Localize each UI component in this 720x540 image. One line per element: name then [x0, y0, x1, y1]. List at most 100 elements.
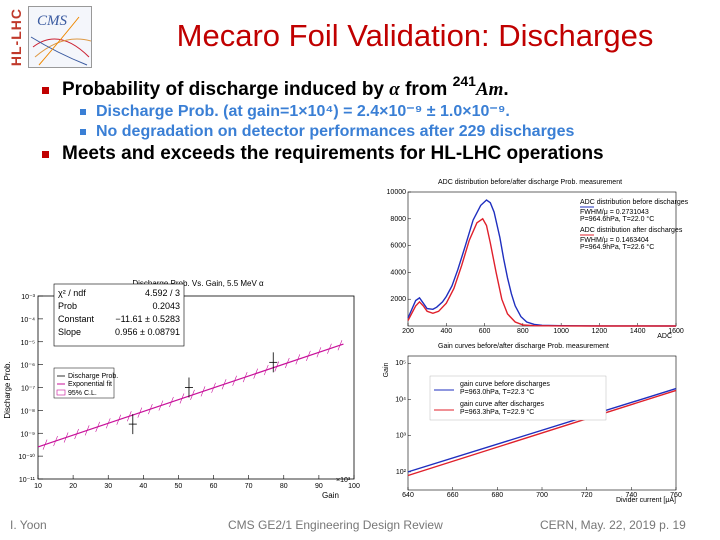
chart1-x-tick-label: 40 [139, 483, 147, 490]
sub-bullet-no-degradation: No degradation on detector performances … [38, 122, 708, 142]
chart1-cl-band-mark [232, 375, 237, 386]
chart1-cl-band-mark [327, 343, 332, 354]
chart3-ylabel: Gain [383, 363, 390, 378]
chart1-cl-band-mark [253, 368, 258, 379]
bullet-list: Probability of discharge induced by α fr… [38, 73, 708, 166]
chart1-legend: Discharge Prob. Exponential fit 95% C.L. [53, 367, 118, 399]
chart3-x-tick-label: 640 [402, 492, 414, 499]
chart1-cl-band-mark [263, 364, 269, 376]
chart1-xlabel: Gain [322, 491, 339, 500]
stat-label-slope: Slope [58, 327, 81, 337]
discharge-probability-chart: Discharge Prob. Vs. Gain, 5.5 MeV α Disc… [3, 279, 360, 500]
stat-value-chi2: 4.592 / 3 [145, 288, 180, 298]
chart1-legend-cl: 95% C.L. [68, 390, 97, 397]
cms-logo-text: CMS [37, 13, 67, 29]
chart2-x-tick-label: 1600 [668, 328, 684, 335]
hl-lhc-logo-text: HL-LHC [8, 8, 24, 67]
chart3-y-tick-label: 10² [396, 469, 407, 476]
chart1-cl-band-mark [53, 435, 58, 447]
chart1-ylabel: Discharge Prob. [3, 361, 12, 418]
chart2-x-tick-label: 800 [517, 328, 529, 335]
chart1-fit-line [37, 343, 344, 448]
chart2-y-tick-label: 4000 [390, 269, 406, 276]
chart1-y-tick-label: 10⁻⁹ [21, 431, 35, 438]
slide-title: Mecaro Foil Validation: Discharges [176, 18, 654, 53]
chart1-legend-points: Discharge Prob. [68, 373, 118, 380]
chart2-x-tick-label: 1400 [630, 328, 646, 335]
stat-label-constant: Constant [58, 314, 95, 324]
footer-author: I. Yoon [10, 518, 47, 532]
chart3-y-tick-label: 10⁵ [395, 360, 406, 367]
chart3-series-after [407, 389, 677, 477]
chart1-x-tick-label: 60 [210, 483, 218, 490]
bullet-discharge-probability: Probability of discharge induced by α fr… [38, 73, 708, 102]
chart1-cl-band-mark [295, 354, 301, 365]
adc-distribution-chart: ADC distribution before/after discharge … [387, 179, 689, 340]
chart3-legend-before-env: P=963.0hPa, T=22.3 °C [460, 388, 534, 396]
chart1-cl-band-mark [285, 357, 290, 369]
chart1-cl-band-mark [316, 347, 322, 358]
chart1-cl-band-mark [95, 421, 100, 432]
chart2-legend-before-title: ADC distribution before discharges [580, 199, 689, 206]
gain-curves-chart: Gain curves before/after discharge Prob.… [383, 343, 682, 504]
chart1-cl-band-mark [105, 418, 111, 429]
chart1-y-tick-label: 10⁻⁶ [21, 363, 35, 370]
chart2-y-tick-label: 2000 [390, 296, 406, 303]
chart2-legend-after-title: ADC distribution after discharges [580, 227, 683, 234]
chart3-legend: gain curve before discharges P=963.0hPa,… [429, 375, 607, 421]
chart1-stats-box: χ² / ndf 4.592 / 3 Prob 0.2043 Constant … [53, 283, 185, 347]
chart3-x-tick-label: 700 [536, 492, 548, 499]
chart1-cl-band-mark [169, 396, 174, 408]
bullet-requirements: Meets and exceeds the requirements for H… [38, 142, 708, 166]
chart3-x-tick-label: 760 [670, 492, 682, 499]
chart1-x-tick-label: 100 [348, 483, 360, 490]
chart1-cl-band-mark [211, 382, 216, 393]
isotope-symbol: Am [475, 79, 504, 100]
chart1-y-tick-label: 10⁻⁸ [21, 408, 35, 415]
chart2-x-tick-label: 1000 [553, 328, 569, 335]
stat-label-chi2: χ² / ndf [58, 288, 86, 298]
chart1-x-tick-label: 10 [34, 483, 42, 490]
chart1-cl-band-mark [116, 414, 122, 425]
chart1-cl-band-mark [127, 411, 132, 422]
chart1-y-tick-label: 10⁻¹⁰ [18, 453, 35, 461]
chart3-xlabel: Divider current [μA] [616, 497, 676, 504]
chart1-x-tick-label: 70 [245, 483, 253, 490]
chart2-x-tick-label: 600 [479, 328, 491, 335]
chart1-y-tick-label: 10⁻³ [21, 294, 35, 301]
chart1-y-tick-label: 10⁻⁷ [21, 386, 35, 393]
chart1-x-tick-label: 20 [69, 483, 77, 490]
chart2-legend-after-env: P=964.9hPa, T=22.6 °C [580, 243, 654, 251]
chart3-legend-after-env: P=963.3hPa, T=22.9 °C [460, 408, 534, 416]
chart3-y-tick-label: 10⁴ [395, 396, 406, 403]
chart1-cl-band-mark [274, 361, 280, 372]
chart3-title: Gain curves before/after discharge Prob.… [438, 343, 609, 350]
chart2-legend-before-fwhm: FWHM/μ = 0.2731043 [580, 209, 649, 216]
chart1-cl-band-mark [221, 379, 227, 390]
chart3-legend-before-title: gain curve before discharges [460, 381, 550, 388]
chart3-x-tick-label: 720 [581, 492, 593, 499]
chart1-x-tick-label: 80 [280, 483, 288, 490]
chart1-y-tick-label: 10⁻¹¹ [19, 477, 36, 484]
sub-bullet-discharge-value: Discharge Prob. (at gain=1×10⁴) = 2.4×10… [38, 102, 708, 122]
chart1-cl-band-mark [84, 425, 90, 436]
cms-logo-graphic [30, 16, 91, 66]
chart1-x-multiplier: ×10³ [336, 477, 351, 484]
chart2-y-tick-label: 6000 [390, 243, 406, 250]
chart2-legend-before-env: P=964.6hPa, T=22.0 °C [580, 215, 654, 223]
chart1-x-tick-label: 90 [315, 483, 323, 490]
chart1-cl-band-mark [137, 407, 143, 418]
chart2-x-tick-label: 1200 [592, 328, 608, 335]
chart3-x-tick-label: 660 [447, 492, 459, 499]
chart1-x-tick-label: 50 [175, 483, 183, 490]
chart2-x-tick-label: 400 [440, 328, 452, 335]
footer-event: CMS GE2/1 Engineering Design Review [228, 518, 443, 532]
chart2-x-tick-label: 200 [402, 328, 414, 335]
chart1-cl-band-mark [158, 400, 164, 411]
chart1-cl-band-mark [42, 439, 48, 450]
chart1-cl-band-mark [306, 350, 311, 361]
alpha-symbol: α [389, 79, 400, 100]
chart3-y-tick-label: 10³ [396, 433, 407, 440]
chart1-title: Discharge Prob. Vs. Gain, 5.5 MeV α [132, 279, 264, 288]
bullet-text-prefix: Probability of discharge induced by [62, 79, 390, 100]
